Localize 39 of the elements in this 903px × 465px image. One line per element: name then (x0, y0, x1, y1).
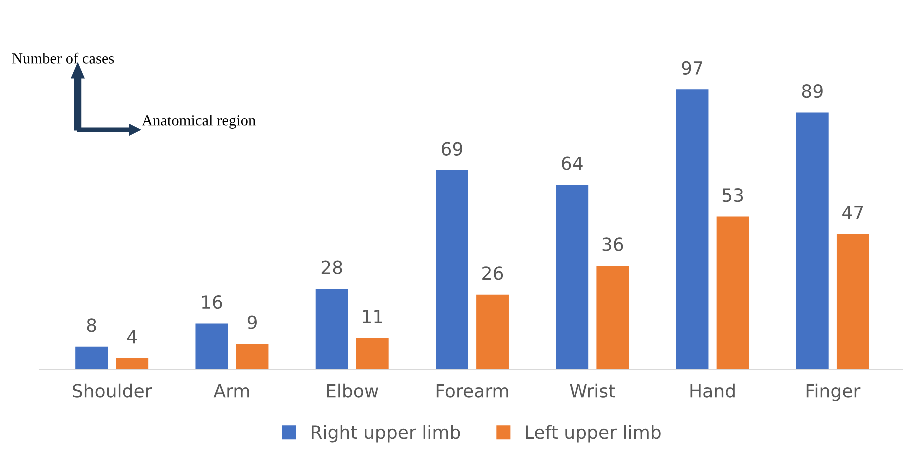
legend-label: Left upper limb (526, 425, 661, 443)
bar (316, 289, 348, 370)
x-tick-label: Elbow (327, 384, 378, 398)
bar (796, 112, 829, 370)
bar (556, 185, 589, 370)
x-tick-label: Forearm (436, 384, 508, 398)
y-axis-title: Number of cases (12, 52, 114, 64)
data-label: 26 (482, 266, 504, 280)
bar (676, 90, 709, 370)
bar (356, 338, 389, 370)
legend-label: Right upper limb (312, 425, 460, 443)
data-label: 28 (322, 260, 342, 274)
data-label: 16 (202, 295, 222, 310)
data-label: 89 (802, 84, 823, 98)
x-tick-label: Hand (690, 384, 735, 398)
data-label: 97 (682, 61, 702, 76)
x-tick-label: Shoulder (73, 384, 152, 398)
bar (476, 294, 509, 370)
data-label: 47 (842, 206, 864, 220)
data-label: 8 (87, 318, 96, 332)
data-label: 11 (363, 310, 382, 324)
data-label: 4 (127, 330, 138, 344)
data-label: 64 (562, 156, 583, 170)
bar (716, 216, 750, 370)
data-label: 36 (602, 238, 624, 252)
x-tick-label: Wrist (570, 384, 616, 398)
bar (436, 170, 468, 370)
data-label: 53 (722, 188, 744, 202)
x-tick-label: Finger (806, 384, 861, 402)
bar (76, 346, 108, 370)
data-label: 9 (248, 316, 257, 330)
x-tick-label: Arm (214, 384, 250, 398)
x-axis-title: Anatomical region (142, 115, 256, 129)
data-label: 69 (442, 142, 462, 156)
bar (236, 344, 269, 370)
bar (196, 324, 228, 370)
bar (116, 358, 149, 370)
bar (836, 234, 870, 370)
bar (596, 266, 630, 370)
